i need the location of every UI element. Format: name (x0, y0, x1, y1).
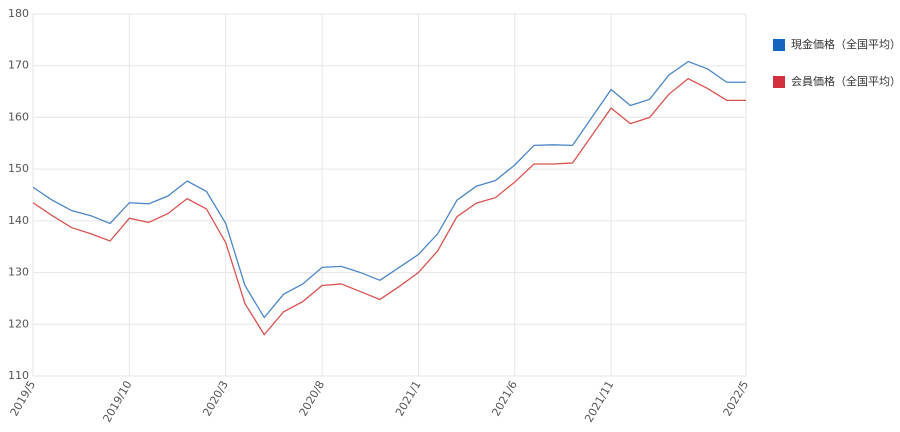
y-tick-label: 160 (8, 110, 29, 123)
y-tick-label: 150 (8, 162, 29, 175)
x-tick-label: 2021/11 (582, 379, 616, 425)
series-line (32, 60, 746, 319)
x-tick-label: 2019/5 (8, 379, 39, 419)
legend-label: 会員価格（全国平均） (791, 74, 900, 88)
y-tick-label: 140 (8, 214, 29, 227)
legend-label: 現金価格（全国平均） (791, 37, 900, 51)
y-tick-label: 170 (8, 59, 29, 72)
x-tick-label: 2020/3 (200, 379, 231, 419)
y-tick-label: 120 (8, 317, 29, 330)
x-tick-label: 2022/5 (721, 379, 752, 419)
legend-swatch (773, 76, 785, 88)
legend-swatch (773, 39, 785, 51)
x-tick-label: 2019/10 (100, 379, 134, 425)
y-tick-label: 130 (8, 266, 29, 279)
y-tick-label: 180 (8, 7, 29, 20)
x-tick-label: 2021/1 (393, 379, 424, 419)
x-tick-label: 2020/8 (297, 379, 328, 419)
series-line (32, 77, 746, 336)
y-tick-label: 110 (8, 369, 29, 382)
x-tick-label: 2021/6 (489, 379, 520, 419)
